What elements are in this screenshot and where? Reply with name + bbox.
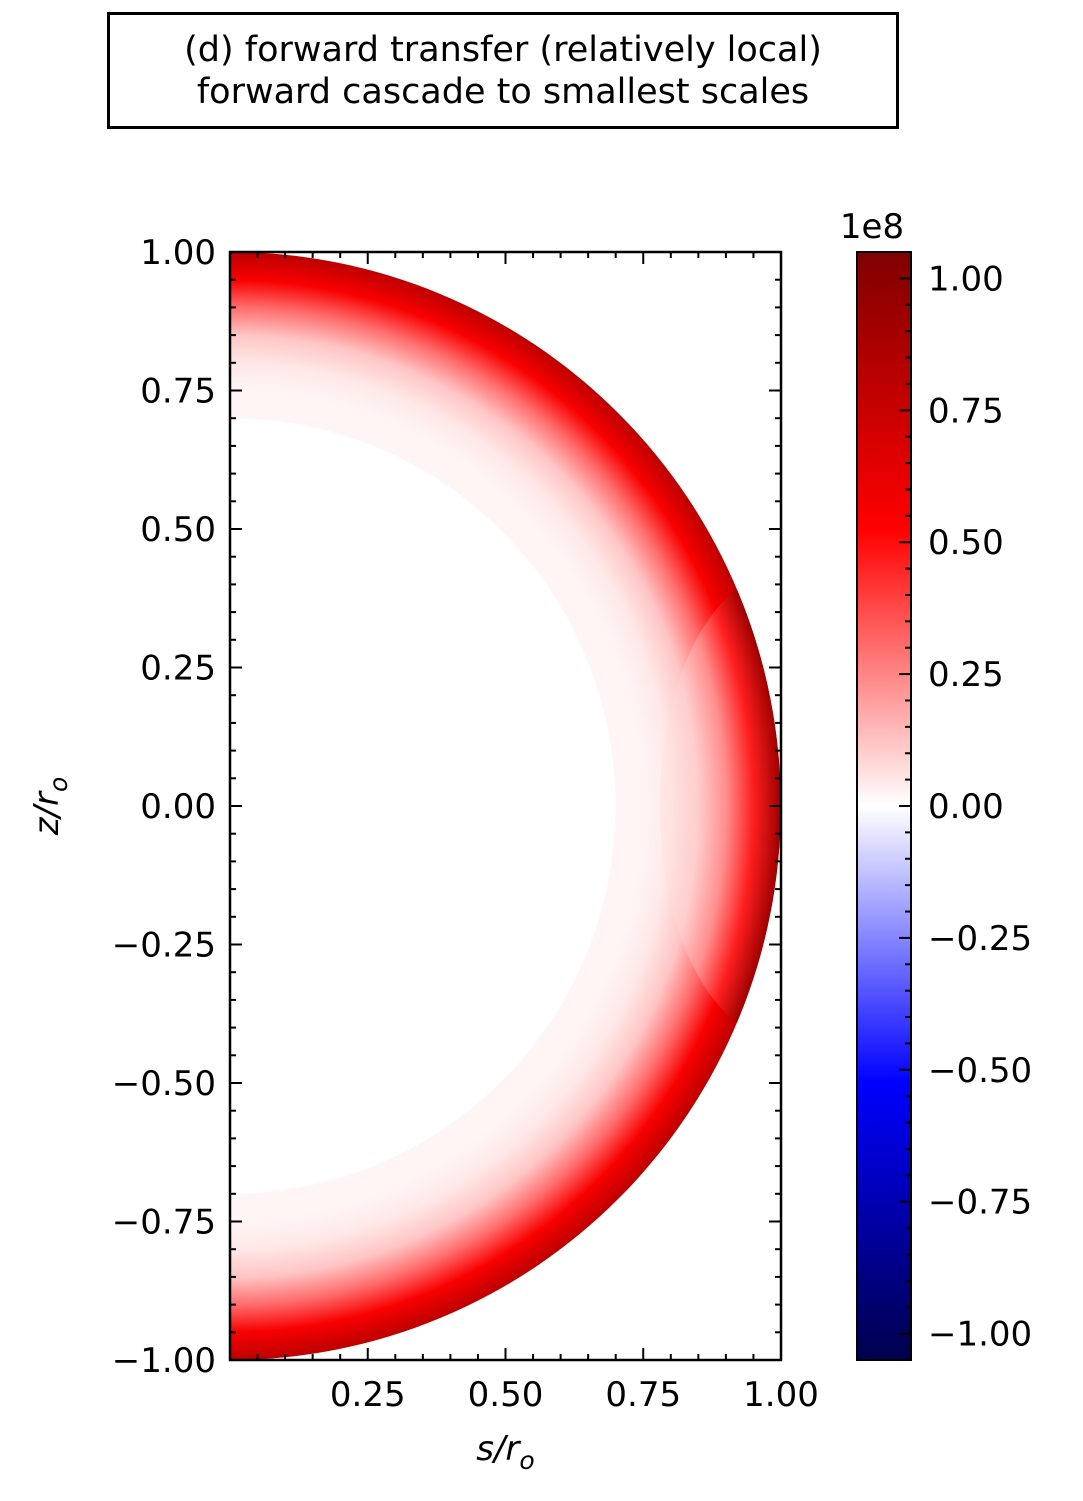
colorbar-tick-label: −0.50 xyxy=(928,1051,1032,1091)
chart-title: (d) forward transfer (relatively local) … xyxy=(107,12,899,129)
x-tick-label: 0.50 xyxy=(468,1375,544,1415)
colorbar-tick-label: −0.25 xyxy=(928,919,1032,959)
axis-label-subscript: o xyxy=(519,1446,534,1475)
title-line-1: (d) forward transfer (relatively local) xyxy=(184,30,822,70)
title-line-2: forward cascade to smallest scales xyxy=(196,72,810,112)
colorbar-tick-label: 1.00 xyxy=(928,259,1004,299)
colorbar-tick-label: 0.50 xyxy=(928,523,1004,563)
y-tick-label: 0.50 xyxy=(140,510,216,550)
plot-area: 0.25 0.50 0.75 1.00 1.00 0.75 0.50 0.25 0.00 −0.… xyxy=(112,233,819,1415)
y-tick-label: −0.50 xyxy=(112,1064,216,1104)
colorbar: 1.00 0.75 0.50 0.25 0.00 −0.25 −0.50 −0.75 −1.00… xyxy=(840,207,1032,1361)
y-axis: 1.00 0.75 0.50 0.25 0.00 −0.25 −0.50 −0.75 −1.00 xyxy=(112,233,781,1381)
y-tick-label: −0.75 xyxy=(112,1203,216,1243)
y-tick-label: 0.75 xyxy=(140,372,216,412)
axis-label-subscript: o xyxy=(44,777,73,792)
x-axis: 0.25 0.50 0.75 1.00 xyxy=(256,252,819,1415)
y-tick-label: −0.25 xyxy=(112,926,216,966)
colorbar-tick-label: 0.75 xyxy=(928,391,1004,431)
y-tick-label: 0.25 xyxy=(140,649,216,689)
x-tick-label: 1.00 xyxy=(743,1375,819,1415)
y-tick-label: −1.00 xyxy=(112,1341,216,1381)
colorbar-ticks: 1.00 0.75 0.50 0.25 0.00 −0.25 −0.50 −0.75 −1.00 xyxy=(899,251,1032,1361)
colorbar-scale-label: 1e8 xyxy=(840,207,904,247)
colorbar-tick-label: −1.00 xyxy=(928,1315,1032,1355)
y-tick-label: 1.00 xyxy=(140,233,216,273)
x-axis-label: s/ro xyxy=(476,1429,534,1475)
x-tick-label: 0.25 xyxy=(330,1375,406,1415)
axis-label-main: s/r xyxy=(476,1429,521,1469)
colorbar-tick-label: −0.75 xyxy=(928,1183,1032,1223)
y-tick-label: 0.00 xyxy=(140,787,216,827)
colorbar-tick-label: 0.25 xyxy=(928,655,1004,695)
axis-label-main: z/r xyxy=(27,790,67,836)
colorbar-tick-label: 0.00 xyxy=(928,787,1004,827)
heatmap-field xyxy=(230,252,781,1360)
shell-field-equator xyxy=(659,573,781,1039)
x-tick-label: 0.75 xyxy=(605,1375,681,1415)
y-axis-label: z/ro xyxy=(27,777,73,837)
